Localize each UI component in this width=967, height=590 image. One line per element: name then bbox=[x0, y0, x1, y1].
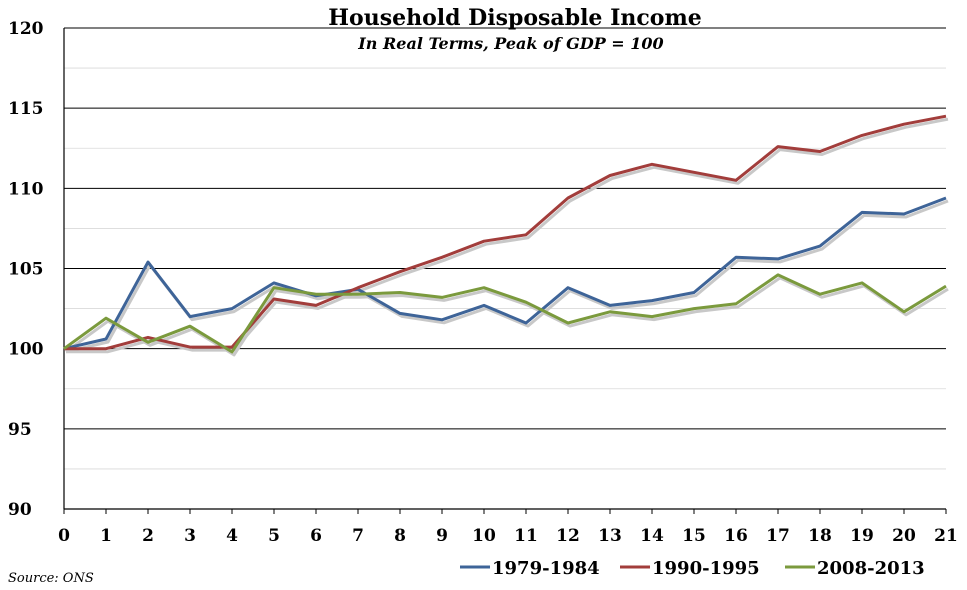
x-tick-label: 14 bbox=[640, 526, 664, 546]
x-tick-label: 11 bbox=[514, 526, 538, 546]
legend-label-1979-1984: 1979-1984 bbox=[492, 558, 600, 579]
x-tick-label: 17 bbox=[766, 526, 790, 546]
series-lines bbox=[63, 114, 947, 354]
y-axis-tick-labels: 90 95 100 105 110 115 120 bbox=[8, 19, 44, 520]
series-line-1979-1984 bbox=[63, 196, 947, 351]
series-line-1990-1995 bbox=[64, 114, 947, 351]
x-tick-label: 12 bbox=[556, 526, 580, 546]
legend-label-1990-1995: 1990-1995 bbox=[652, 558, 760, 579]
series-shadow-1990-1995 bbox=[66, 117, 949, 354]
x-tick-label: 15 bbox=[682, 526, 706, 546]
gridlines bbox=[64, 27, 946, 470]
x-tick-label: 21 bbox=[934, 526, 958, 546]
legend-label-2008-2013: 2008-2013 bbox=[817, 558, 925, 579]
x-tick-label: 19 bbox=[850, 526, 874, 546]
x-tick-label: 3 bbox=[184, 526, 196, 546]
series-line-2008-2013 bbox=[63, 273, 947, 354]
series-shadows bbox=[65, 117, 949, 357]
y-tick-label: 120 bbox=[8, 19, 44, 39]
x-tick-label: 7 bbox=[352, 526, 364, 546]
x-tick-label: 18 bbox=[808, 526, 832, 546]
x-tick-label: 4 bbox=[226, 526, 238, 546]
y-tick-label: 90 bbox=[8, 500, 32, 520]
axes bbox=[63, 28, 947, 514]
x-axis-tick-labels: 0 1 2 3 4 5 6 7 8 9 10 11 12 13 14 15 16 17 18 19 20 21 bbox=[58, 526, 958, 546]
series-shadow-1979-1984 bbox=[65, 199, 949, 354]
x-tick-label: 8 bbox=[394, 526, 406, 546]
y-tick-label: 110 bbox=[8, 179, 44, 199]
x-tick-label: 10 bbox=[472, 526, 496, 546]
legend: 1979-1984 1990-1995 2008-2013 bbox=[460, 558, 925, 579]
x-tick-label: 5 bbox=[268, 526, 280, 546]
x-tick-label: 6 bbox=[310, 526, 322, 546]
x-tick-label: 0 bbox=[58, 526, 70, 546]
x-tick-label: 13 bbox=[598, 526, 622, 546]
series-shadow-2008-2013 bbox=[65, 276, 949, 357]
y-tick-label: 100 bbox=[8, 340, 44, 360]
chart-subtitle: In Real Terms, Peak of GDP = 100 bbox=[357, 34, 663, 53]
y-tick-label: 95 bbox=[8, 420, 32, 440]
chart-title: Household Disposable Income bbox=[328, 5, 701, 31]
y-tick-label: 115 bbox=[8, 99, 44, 119]
x-tick-label: 16 bbox=[724, 526, 748, 546]
x-tick-label: 9 bbox=[436, 526, 448, 546]
y-tick-label: 105 bbox=[8, 260, 44, 280]
x-tick-label: 20 bbox=[892, 526, 916, 546]
x-tick-label: 2 bbox=[142, 526, 154, 546]
source-note: Source: ONS bbox=[8, 571, 94, 586]
x-tick-label: 1 bbox=[100, 526, 112, 546]
